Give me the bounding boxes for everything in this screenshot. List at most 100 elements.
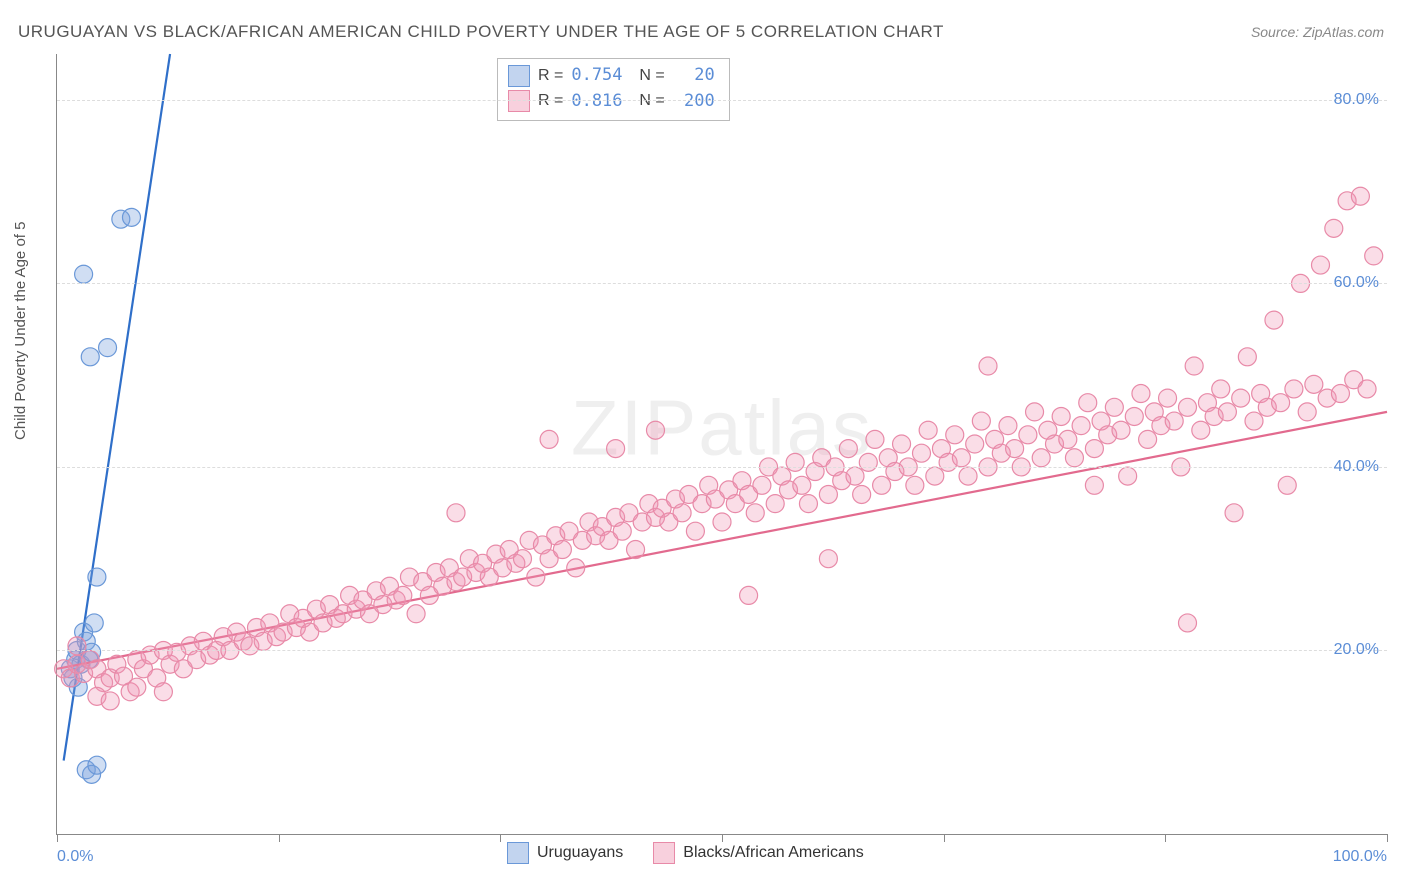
data-point [527, 568, 545, 586]
data-point [952, 449, 970, 467]
gridline [57, 283, 1387, 284]
data-point [846, 467, 864, 485]
chart-title: URUGUAYAN VS BLACK/AFRICAN AMERICAN CHIL… [18, 22, 944, 42]
legend-item-black: Blacks/African Americans [653, 842, 864, 864]
data-point [1125, 407, 1143, 425]
xtick-label: 100.0% [1333, 848, 1387, 866]
data-point [673, 504, 691, 522]
n-label: N = [631, 89, 665, 113]
data-point [1165, 412, 1183, 430]
data-point [154, 683, 172, 701]
data-point [1358, 380, 1376, 398]
data-point [553, 541, 571, 559]
xtick [1165, 834, 1166, 842]
data-point [906, 476, 924, 494]
n-value-black: 200 [673, 89, 715, 115]
data-point [959, 467, 977, 485]
data-point [1212, 380, 1230, 398]
data-point [979, 357, 997, 375]
data-point [866, 430, 884, 448]
data-point [1312, 256, 1330, 274]
data-point [859, 453, 877, 471]
data-point [128, 678, 146, 696]
data-point [1272, 394, 1290, 412]
r-value-uruguayan: 0.754 [571, 63, 622, 89]
data-point [1032, 449, 1050, 467]
xtick [57, 834, 58, 842]
data-point [1139, 430, 1157, 448]
data-point [1079, 394, 1097, 412]
data-point [819, 550, 837, 568]
data-point [447, 504, 465, 522]
data-point [99, 339, 117, 357]
data-point [1351, 187, 1369, 205]
gridline [57, 100, 1387, 101]
legend-label: Uruguayans [537, 844, 623, 862]
data-point [122, 208, 140, 226]
data-point [839, 440, 857, 458]
data-point [613, 522, 631, 540]
data-point [746, 504, 764, 522]
data-point [1059, 430, 1077, 448]
n-label: N = [631, 64, 665, 88]
data-point [567, 559, 585, 577]
data-point [972, 412, 990, 430]
data-point [407, 605, 425, 623]
data-point [766, 495, 784, 513]
ytick-label: 40.0% [1334, 458, 1379, 476]
data-point [873, 476, 891, 494]
correlation-legend: R = 0.754 N = 20 R = 0.816 N = 200 [497, 58, 730, 121]
data-point [713, 513, 731, 531]
data-point [913, 444, 931, 462]
xtick [279, 834, 280, 842]
xtick [1387, 834, 1388, 842]
chart-svg [57, 54, 1387, 834]
data-point [919, 421, 937, 439]
data-point [514, 550, 532, 568]
data-point [1245, 412, 1263, 430]
legend-label: Blacks/African Americans [683, 844, 864, 862]
data-point [1179, 398, 1197, 416]
xtick-label: 0.0% [57, 848, 93, 866]
data-point [1232, 389, 1250, 407]
data-point [1285, 380, 1303, 398]
data-point [740, 586, 758, 604]
data-point [540, 430, 558, 448]
data-point [966, 435, 984, 453]
data-point [819, 485, 837, 503]
ytick-label: 20.0% [1334, 641, 1379, 659]
data-point [1185, 357, 1203, 375]
data-point [893, 435, 911, 453]
data-point [999, 417, 1017, 435]
data-point [786, 453, 804, 471]
data-point [1325, 219, 1343, 237]
data-point [101, 692, 119, 710]
data-point [647, 421, 665, 439]
data-point [1112, 421, 1130, 439]
plot-area: ZIPatlas R = 0.754 N = 20 R = 0.816 N = … [56, 54, 1387, 835]
data-point [394, 586, 412, 604]
data-point [1192, 421, 1210, 439]
y-axis-label: Child Poverty Under the Age of 5 [12, 222, 29, 440]
data-point [1238, 348, 1256, 366]
data-point [627, 541, 645, 559]
source-label: Source: ZipAtlas.com [1251, 24, 1384, 40]
n-value-uruguayan: 20 [673, 63, 715, 89]
swatch-pink [508, 90, 530, 112]
data-point [1132, 385, 1150, 403]
xtick [500, 834, 501, 842]
data-point [1065, 449, 1083, 467]
data-point [1278, 476, 1296, 494]
data-point [75, 265, 93, 283]
gridline [57, 650, 1387, 651]
ytick-label: 60.0% [1334, 274, 1379, 292]
legend-item-uruguayan: Uruguayans [507, 842, 623, 864]
data-point [1331, 385, 1349, 403]
swatch-blue [507, 842, 529, 864]
data-point [1265, 311, 1283, 329]
xtick [944, 834, 945, 842]
data-point [1026, 403, 1044, 421]
data-point [1365, 247, 1383, 265]
data-point [946, 426, 964, 444]
swatch-blue [508, 65, 530, 87]
